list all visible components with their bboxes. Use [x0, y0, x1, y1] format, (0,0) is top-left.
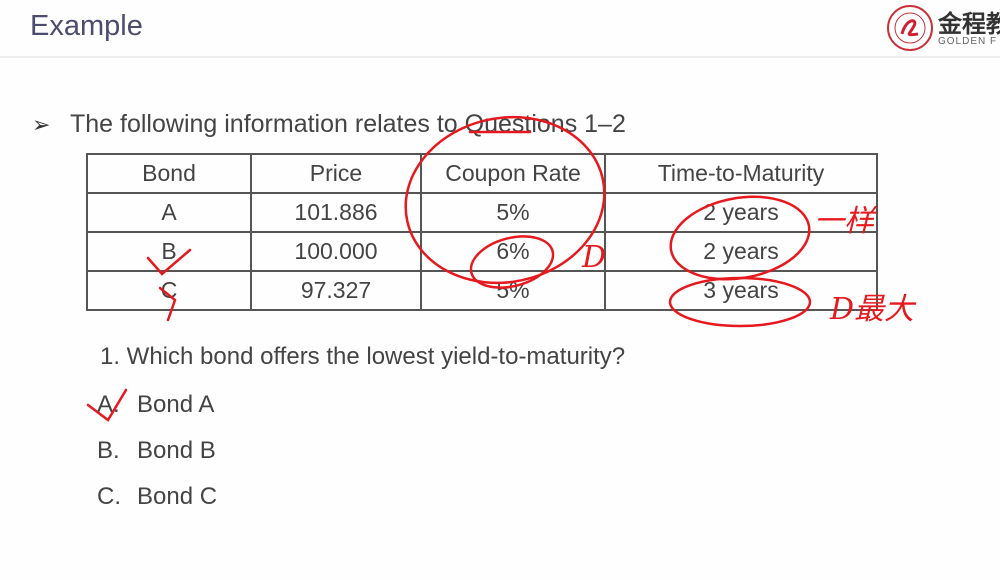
cell: 5%	[420, 270, 606, 311]
cell: 5%	[420, 192, 606, 233]
option-label: B.	[97, 437, 120, 464]
logo-cn-text: 金程教	[938, 10, 1000, 38]
cell: C	[86, 270, 252, 311]
table-header-row: Bond Price Coupon Rate Time-to-Maturity	[86, 153, 878, 194]
table-row: B 100.000 6% 2 years	[86, 231, 878, 272]
option-a[interactable]: A. Bond A	[97, 391, 214, 419]
header-divider	[0, 56, 1000, 58]
annotation-same: 一样	[814, 204, 874, 239]
annotation-d-coupon: D	[582, 240, 607, 275]
table-row: A 101.886 5% 2 years	[86, 192, 878, 233]
company-logo: 金程教 GOLDEN F	[886, 4, 1000, 54]
option-c[interactable]: C. Bond C	[97, 483, 217, 511]
logo-seal-icon	[887, 5, 933, 51]
option-text: Bond A	[137, 391, 215, 418]
option-text: Bond C	[137, 483, 218, 510]
option-text: Bond B	[137, 437, 216, 464]
option-label: C.	[97, 483, 121, 510]
option-label: A.	[97, 391, 120, 418]
cell: 6%	[420, 231, 606, 272]
question-text: 1. Which bond offers the lowest yield-to…	[100, 343, 626, 370]
header-cell: Bond	[86, 153, 252, 194]
cell: 97.327	[250, 270, 422, 311]
cell: 100.000	[250, 231, 422, 272]
slide-title: Example	[30, 10, 143, 42]
intro-text: The following information relates to Que…	[70, 110, 626, 138]
option-b[interactable]: B. Bond B	[97, 437, 216, 465]
header-cell: Price	[250, 153, 422, 194]
logo-en-text: GOLDEN F	[938, 36, 998, 47]
cell: A	[86, 192, 252, 233]
header-cell: Time-to-Maturity	[604, 153, 878, 194]
cell: 101.886	[250, 192, 422, 233]
arrow-bullet-icon: ➢	[32, 112, 51, 137]
table-row: C 97.327 5% 3 years	[86, 270, 878, 311]
annotation-d-largest: D最大	[830, 292, 915, 327]
bond-table: Bond Price Coupon Rate Time-to-Maturity …	[86, 153, 878, 311]
header-cell: Coupon Rate	[420, 153, 606, 194]
cell: B	[86, 231, 252, 272]
